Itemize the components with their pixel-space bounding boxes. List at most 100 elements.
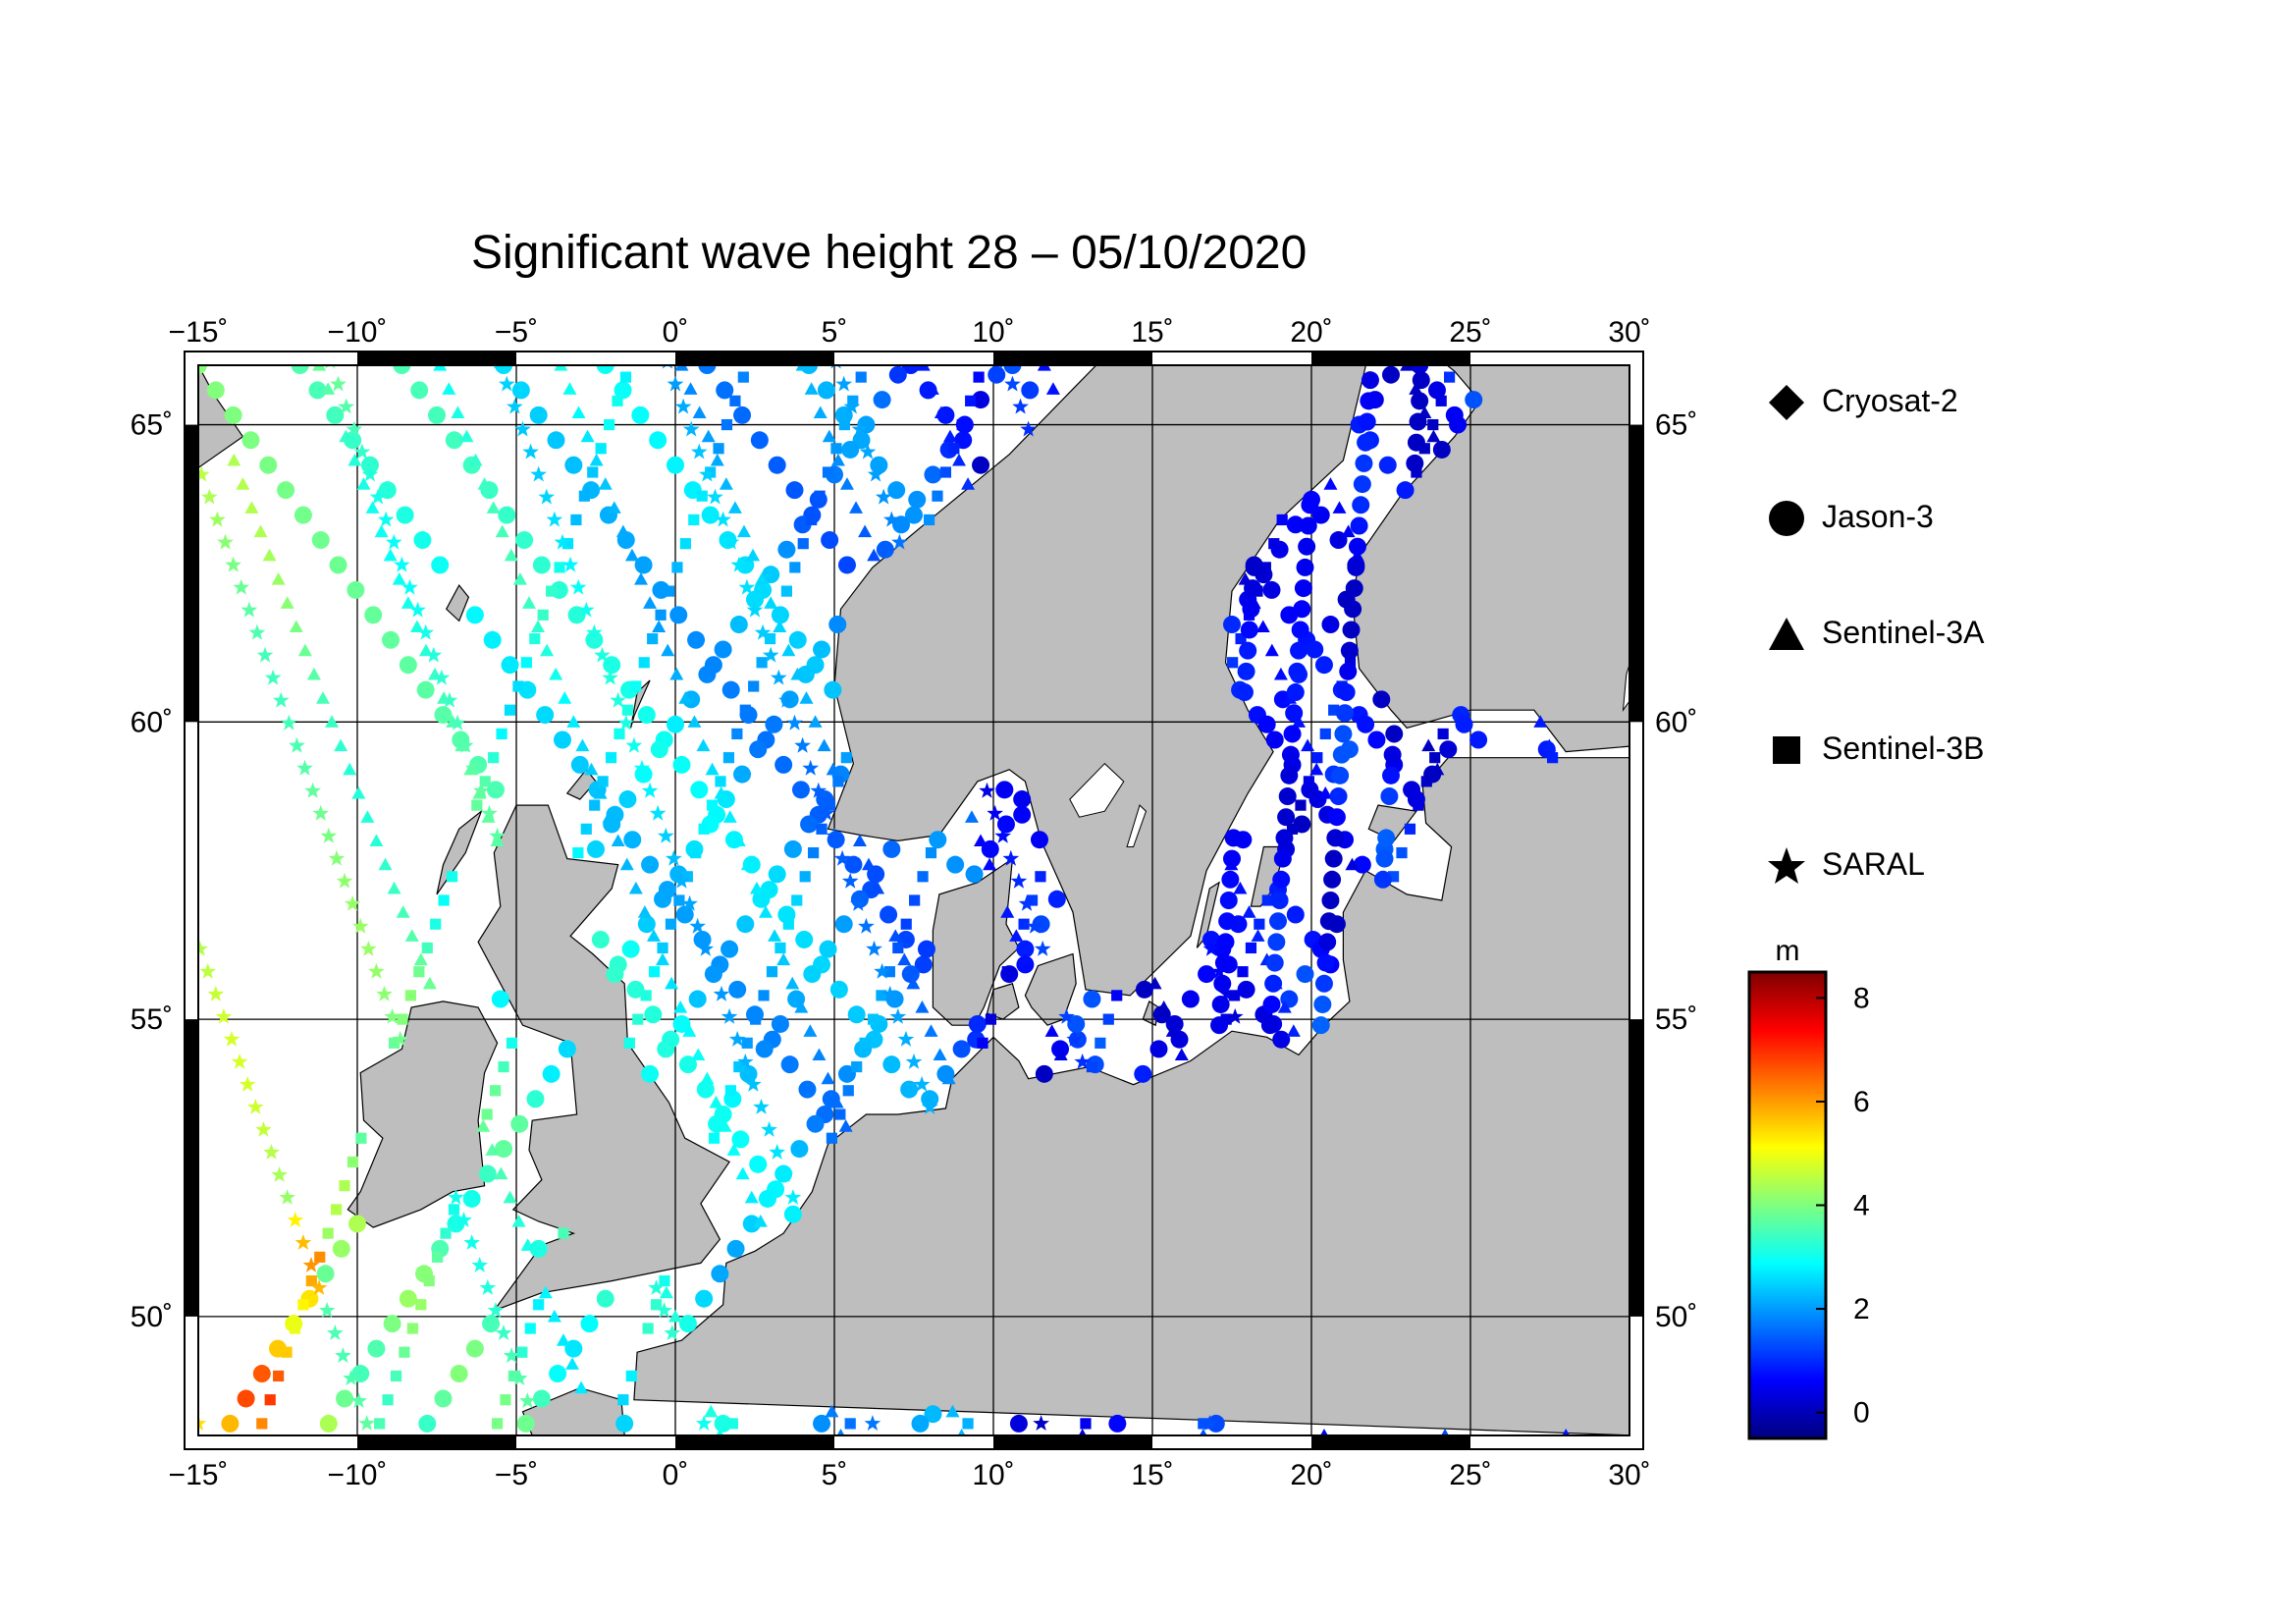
sentinel-3b-point [421, 942, 433, 954]
lon-tick-label-bottom: 20˚ [1290, 1459, 1332, 1491]
saral-point [770, 669, 787, 685]
jason-3-point [591, 930, 610, 948]
sentinel-3a-point [1044, 1024, 1059, 1037]
saral-point [1202, 940, 1220, 956]
jason-3-point [1324, 849, 1343, 868]
jason-3-point [701, 506, 720, 524]
jason-3-point [905, 506, 923, 524]
saral-point [519, 1392, 536, 1408]
jason-3-point [615, 1414, 634, 1433]
jason-3-point [1301, 496, 1319, 514]
saral-point [695, 1415, 713, 1431]
sentinel-3a-point [1018, 952, 1033, 966]
sentinel-3a-point [495, 524, 509, 538]
jason-3-point [1013, 790, 1032, 809]
colorbar-tick-label: 8 [1853, 982, 1870, 1014]
sentinel-3a-point [804, 382, 819, 395]
sentinel-3b-point [1035, 871, 1046, 883]
saral-point [841, 872, 859, 889]
sentinel-3a-point [549, 667, 563, 680]
sentinel-3b-point [737, 371, 749, 383]
colorbar-unit: m [1776, 935, 1800, 967]
sentinel-3b-point [390, 1370, 402, 1382]
jason-3-point [1016, 940, 1035, 958]
sentinel-3b-point [1086, 1060, 1098, 1073]
sentinel-3a-point [822, 429, 836, 443]
jason-3-point [728, 980, 747, 999]
sentinel-3a-point [722, 810, 737, 823]
jason-3-point [733, 765, 752, 784]
saral-point [207, 985, 225, 1001]
jason-3-point [1331, 766, 1350, 784]
saral-point [522, 443, 539, 460]
saral-point [199, 962, 217, 979]
sentinel-3a-point [821, 1071, 835, 1085]
sentinel-3b-point [297, 1299, 309, 1311]
sentinel-3b-point [642, 1323, 654, 1334]
sentinel-3a-point [691, 1048, 706, 1061]
jason-3-point [695, 1289, 714, 1308]
jason-3-point [1329, 787, 1348, 806]
sentinel-3b-point [640, 990, 652, 1001]
saral-point [1033, 1415, 1049, 1431]
sentinel-3b-point [1319, 728, 1331, 740]
jason-3-point [308, 381, 327, 400]
saral-point [849, 894, 867, 911]
frame-segment-top [357, 352, 516, 365]
jason-3-point [1051, 1040, 1070, 1058]
sentinel-3a-point [271, 572, 286, 585]
sentinel-3b-point [713, 443, 724, 455]
sentinel-3a-point [343, 762, 357, 776]
sentinel-3b-point [630, 680, 642, 692]
sentinel-3a-point [374, 524, 389, 538]
sentinel-3b-point [314, 1251, 326, 1263]
sentinel-3b-point [578, 490, 590, 502]
jason-3-point [1281, 745, 1300, 764]
jason-3-point [237, 1389, 255, 1408]
sentinel-3b-point [289, 1323, 301, 1334]
sentinel-3a-point [1562, 1429, 1571, 1435]
jason-3-point [721, 940, 739, 958]
sentinel-3a-point [701, 429, 716, 443]
sentinel-3b-point [638, 657, 650, 669]
jason-3-point [529, 1239, 548, 1258]
sentinel-3a-point [692, 406, 707, 419]
jason-3-point [483, 630, 502, 649]
jason-3-point [672, 755, 691, 774]
sentinel-3b-point [1396, 846, 1408, 859]
sentinel-3b-point [339, 1180, 350, 1192]
sentinel-3a-point [556, 1333, 570, 1346]
jason-3-point [657, 1040, 675, 1058]
sentinel-3b-point [1444, 371, 1456, 383]
saral-point [463, 1234, 480, 1250]
jason-3-point [1021, 381, 1040, 400]
sentinel-3a-point [849, 501, 864, 514]
saral-point [746, 601, 764, 618]
jason-3-point [800, 815, 819, 834]
sentinel-3a-point [1421, 738, 1436, 752]
frame-segment-right [1629, 1019, 1643, 1317]
jason-3-point [1327, 808, 1346, 827]
jason-3-point [1345, 579, 1363, 598]
sentinel-3b-point [649, 966, 661, 978]
jason-3-point [1336, 704, 1355, 723]
jason-3-point [968, 1014, 987, 1033]
sentinel-3b-point [782, 918, 794, 930]
jason-3-point [1353, 475, 1371, 494]
sentinel-3b-point [883, 966, 895, 978]
jason-3-point [752, 890, 771, 908]
sentinel-3a-point [749, 881, 764, 894]
sentinel-3a-point [396, 905, 410, 918]
jason-3-point [716, 381, 734, 400]
jason-3-point [749, 740, 768, 759]
sentinel-3b-point [789, 562, 801, 573]
sentinel-3a-point [619, 857, 634, 871]
colorbar [1747, 970, 1828, 1440]
sentinel-3a-point [656, 952, 670, 966]
sentinel-3a-point [768, 929, 782, 942]
legend-label: Cryosat-2 [1822, 383, 1958, 418]
sentinel-3a-point [566, 715, 581, 728]
sentinel-3a-point [773, 620, 787, 633]
jason-3-point [332, 1239, 350, 1258]
